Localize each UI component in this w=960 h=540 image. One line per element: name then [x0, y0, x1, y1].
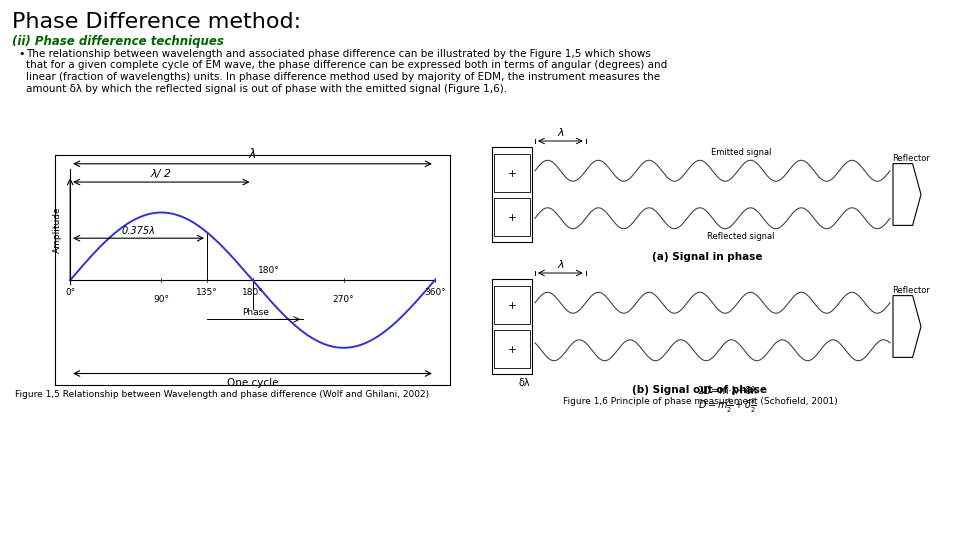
Text: Reflector: Reflector — [892, 154, 930, 163]
Text: (a) Signal in phase: (a) Signal in phase — [652, 252, 763, 262]
Text: λ: λ — [557, 260, 564, 270]
Text: 270°: 270° — [333, 295, 354, 304]
Bar — [494, 286, 530, 323]
Text: (ii) Phase difference techniques: (ii) Phase difference techniques — [12, 35, 224, 48]
Text: linear (fraction of wavelengths) units. In phase difference method used by major: linear (fraction of wavelengths) units. … — [26, 72, 660, 82]
Text: Phase: Phase — [242, 308, 269, 316]
Bar — [494, 198, 530, 237]
Text: •: • — [18, 49, 25, 59]
Text: 180°: 180° — [257, 266, 279, 275]
Text: Phase Difference method:: Phase Difference method: — [12, 12, 301, 32]
Text: 135°: 135° — [196, 288, 218, 297]
Text: 0.375λ: 0.375λ — [121, 226, 155, 235]
Text: λ: λ — [557, 128, 564, 138]
Bar — [494, 154, 530, 192]
Text: λ: λ — [249, 148, 256, 161]
Bar — [494, 330, 530, 368]
Text: 90°: 90° — [154, 295, 169, 304]
Text: Figure 1,5 Relationship between Wavelength and phase difference (Wolf and Ghilan: Figure 1,5 Relationship between Waveleng… — [15, 390, 429, 399]
Text: 0°: 0° — [65, 288, 75, 297]
Text: (b) Signal out of phase: (b) Signal out of phase — [633, 385, 767, 395]
Text: Figure 1,6 Principle of phase measurement (Schofield, 2001): Figure 1,6 Principle of phase measuremen… — [563, 397, 837, 406]
Bar — [492, 279, 532, 374]
Text: The relationship between wavelength and associated phase difference can be illus: The relationship between wavelength and … — [26, 49, 651, 59]
Text: One cycle: One cycle — [227, 377, 278, 388]
Text: that for a given complete cycle of EM wave, the phase difference can be expresse: that for a given complete cycle of EM wa… — [26, 60, 667, 71]
Text: 2D=m·λ+δλ: 2D=m·λ+δλ — [698, 386, 757, 396]
Text: Amplitude: Amplitude — [53, 206, 62, 253]
Text: δλ: δλ — [518, 378, 530, 388]
Text: Reflected signal: Reflected signal — [708, 232, 775, 241]
Text: Emitted signal: Emitted signal — [710, 148, 771, 157]
Bar — [492, 147, 532, 242]
Text: amount δλ by which the reflected signal is out of phase with the emitted signal : amount δλ by which the reflected signal … — [26, 84, 507, 93]
Text: 180°: 180° — [242, 288, 263, 297]
Text: λ/ 2: λ/ 2 — [151, 170, 172, 179]
Text: Reflector: Reflector — [892, 286, 930, 295]
Text: $D=m\frac{\lambda}{2}+\delta\frac{\lambda}{2}$: $D=m\frac{\lambda}{2}+\delta\frac{\lambd… — [698, 397, 756, 415]
Text: 360°: 360° — [424, 288, 445, 297]
